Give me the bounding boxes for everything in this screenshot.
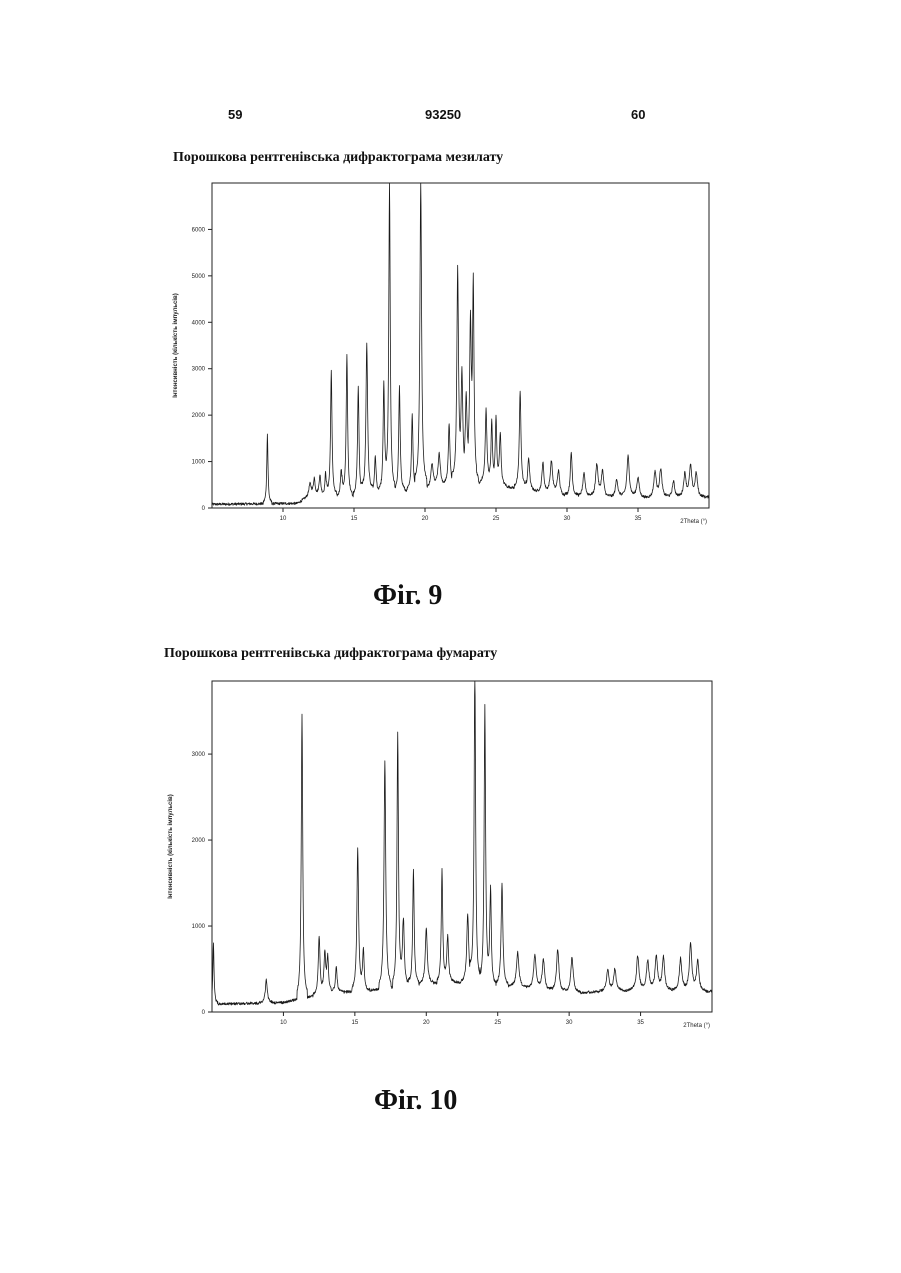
figure-10-caption: Фіг. 10 [374, 1085, 457, 1117]
diffractogram-series-line [212, 681, 712, 1005]
x-tick-label: 20 [423, 1020, 430, 1026]
x-tick-label: 30 [566, 1020, 573, 1026]
x-tick-label: 10 [280, 1020, 287, 1026]
x-tick-label: 25 [494, 1020, 501, 1026]
x-tick-label: 15 [352, 1020, 359, 1026]
y-tick-label: 0 [202, 1010, 206, 1016]
x-axis-label: 2Theta (°) [683, 1023, 710, 1029]
y-axis-label: Інтенсивність (кількість імпульсів) [168, 794, 174, 898]
x-tick-label: 35 [637, 1020, 644, 1026]
y-tick-label: 2000 [192, 838, 206, 844]
y-tick-label: 1000 [192, 924, 206, 930]
y-tick-label: 3000 [192, 752, 206, 758]
